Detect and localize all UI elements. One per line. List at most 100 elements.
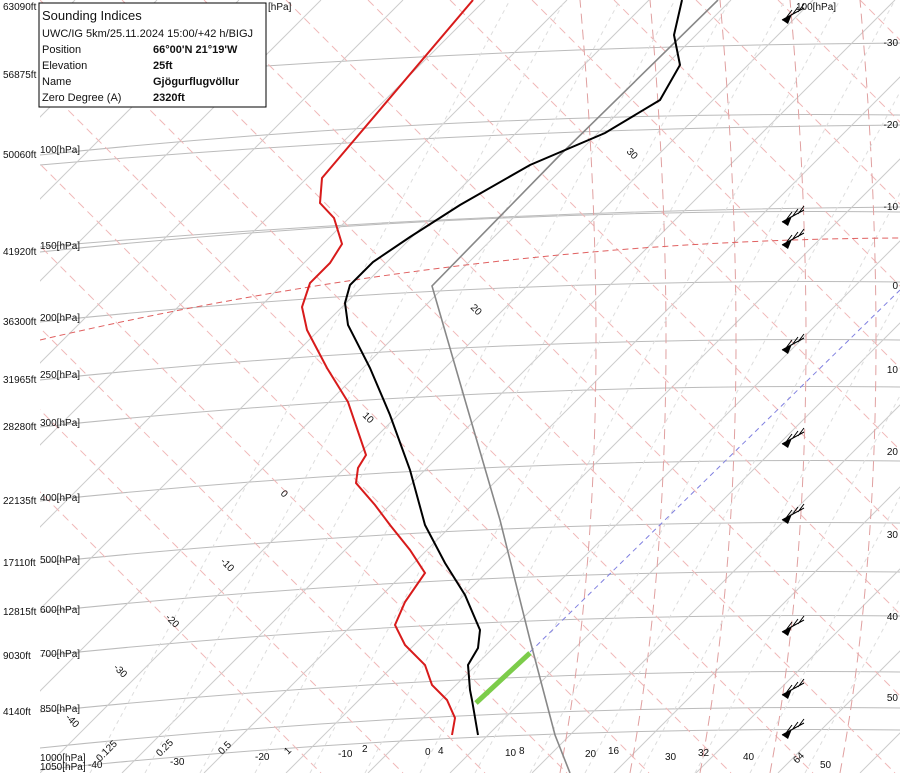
isotherm-label: -40	[63, 712, 81, 730]
pressure-label: 1000[hPa]	[40, 753, 86, 764]
mixing-ratio	[804, 597, 900, 773]
altitude-label: 4140ft	[3, 707, 31, 718]
isotherm	[40, 0, 240, 200]
mixing-ratio	[199, 0, 621, 773]
info-title: Sounding Indices	[42, 8, 142, 23]
altitude-label: 22135ft	[3, 496, 37, 507]
wind-barb	[781, 615, 805, 633]
isotherm-label: 10	[360, 410, 376, 426]
dewpoint-curve	[343, 0, 683, 736]
info-value: 25ft	[153, 60, 173, 72]
isotherm	[40, 0, 322, 282]
isotherm-label: 0	[278, 488, 290, 500]
mixing-ratio	[144, 0, 566, 773]
altitude-label: 41920ft	[3, 247, 37, 258]
isobar	[40, 281, 900, 323]
mixing-ratio	[694, 394, 900, 773]
wind-barb	[781, 678, 805, 696]
moist-adiabat	[629, 0, 667, 773]
wind-barb	[781, 333, 805, 351]
dry-adiabat	[695, 0, 900, 205]
altitude-label: 17110ft	[3, 558, 36, 569]
bottom-label: -40	[88, 760, 103, 771]
isobar	[40, 114, 900, 156]
bottom-label: 16	[608, 746, 620, 757]
mixing-ratio	[419, 0, 841, 773]
bottom-label: 64	[791, 750, 807, 766]
dry-adiabat	[40, 163, 650, 773]
mixing-ratio	[89, 0, 511, 773]
wind-barb-flag	[782, 438, 792, 448]
bottom-label: 0.25	[154, 737, 176, 759]
top-label: 100[hPa]	[796, 2, 836, 13]
info-subtitle: UWC/IG 5km/25.11.2024 15:00/+42 h/BIGJ	[42, 28, 253, 40]
mixing-ratio	[309, 0, 731, 773]
temperature-label: 10	[887, 365, 899, 376]
pressure-label: 100[hPa]	[40, 145, 80, 156]
bottom-label: 10	[505, 748, 517, 759]
temperature-label: 20	[887, 447, 899, 458]
bottom-label: 2	[362, 744, 368, 755]
dry-adiabat	[613, 0, 900, 287]
dry-adiabat	[367, 0, 900, 533]
bottom-label: 20	[585, 749, 597, 760]
pressure-label: 1050[hPa]	[40, 762, 86, 773]
pressure-label: 300[hPa]	[40, 418, 80, 429]
mixing-ratio	[529, 90, 900, 773]
altitude-label: 63090ft	[3, 2, 37, 13]
bottom-label: 0	[425, 747, 431, 758]
isotherm	[40, 0, 404, 364]
pressure-label: 850[hPa]	[40, 704, 80, 715]
isobar	[40, 460, 900, 502]
pressure-label: 250[hPa]	[40, 370, 80, 381]
wind-barb-flag	[782, 514, 792, 524]
bottom-label: 0.5	[216, 739, 234, 757]
isotherm	[531, 404, 900, 773]
info-frame	[38, 2, 267, 108]
moist-adiabat	[699, 0, 737, 773]
info-key: Name	[42, 76, 71, 88]
wind-barb-flag	[782, 729, 792, 739]
info-key: Position	[42, 44, 81, 56]
altitude-label: 31965ft	[3, 375, 37, 386]
isotherm-label: 20	[468, 302, 484, 318]
bottom-label: 4	[438, 746, 444, 757]
isobar	[40, 522, 900, 564]
isotherm-label: -20	[163, 612, 181, 630]
wind-barbs	[781, 3, 805, 739]
isobar	[40, 124, 900, 166]
bottom-label: 1	[282, 745, 294, 757]
wind-barb-flag	[782, 689, 792, 699]
info-key: Zero Degree (A)	[42, 92, 121, 104]
altitude-label: 36300ft	[3, 317, 37, 328]
dry-adiabat	[449, 0, 900, 451]
pressure-label: 400[hPa]	[40, 493, 80, 504]
mixing-ratio	[364, 0, 786, 773]
mixing-ratio	[749, 495, 900, 773]
dry-adiabat	[121, 0, 896, 773]
isotherm	[40, 0, 732, 692]
pressure-label: 600[hPa]	[40, 605, 80, 616]
bottom-label: 40	[743, 752, 755, 763]
dry-adiabat	[203, 0, 900, 697]
wind-barb-flag	[782, 14, 792, 24]
bottom-label: 8	[519, 746, 525, 757]
temperature-label: 50	[887, 693, 899, 704]
dry-adiabat	[531, 0, 900, 369]
altitude-label: 12815ft	[3, 607, 37, 618]
temperature-curve	[300, 0, 474, 736]
isobar	[40, 339, 900, 381]
moist-adiabat	[769, 0, 807, 773]
altitude-label: 28280ft	[3, 422, 37, 433]
bottom-label: -30	[170, 757, 185, 768]
isobar	[40, 707, 900, 749]
info-box: Sounding Indices UWC/IG 5km/25.11.2024 1…	[38, 2, 267, 108]
wind-barb-flag	[782, 344, 792, 354]
temperature-label: -20	[884, 120, 899, 131]
bottom-label: -10	[338, 749, 353, 760]
isobar	[40, 206, 900, 248]
parcel-curve	[431, 0, 719, 773]
isotherm-label: 30	[624, 146, 640, 162]
